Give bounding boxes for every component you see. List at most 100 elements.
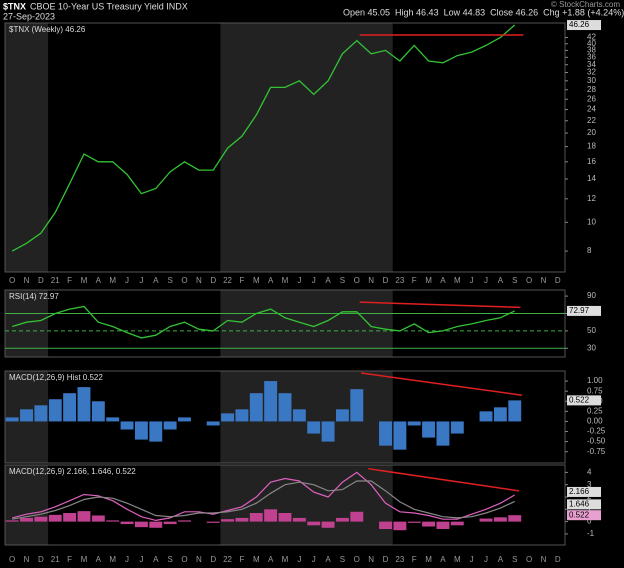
bar [206, 421, 220, 426]
histogram-bar [422, 521, 436, 527]
histogram-bar [235, 517, 249, 522]
x-tick-label: J [312, 555, 316, 564]
x-tick-label: N [541, 555, 547, 564]
date: 27-Sep-2023 [3, 11, 55, 21]
x-tick-label: M [109, 555, 116, 564]
x-tick-label: A [96, 276, 102, 285]
bar [422, 421, 436, 438]
histogram-bar [335, 517, 349, 522]
x-tick-label: J [139, 555, 143, 564]
x-tick-label: M [109, 276, 116, 285]
y-tick-label: 40 [587, 39, 596, 48]
x-tick-label: M [253, 276, 260, 285]
y-tick-label: 10 [587, 217, 596, 226]
x-tick-label: O [181, 276, 187, 285]
value-tag: 2.166 [569, 487, 590, 496]
x-tick-label: D [210, 555, 216, 564]
bar [221, 413, 235, 422]
histogram-bar [278, 513, 292, 522]
x-tick-label: A [325, 276, 331, 285]
bar [407, 421, 421, 426]
histogram-bar [106, 520, 120, 522]
x-tick-label: S [512, 276, 517, 285]
x-tick-label: 21 [51, 555, 60, 564]
bar [278, 393, 292, 422]
y-tick-label: 12 [587, 194, 596, 203]
x-tick-label: 23 [395, 555, 404, 564]
y-tick-label: -1 [587, 529, 595, 538]
year-shade [5, 290, 49, 357]
y-tick-label: 8 [587, 246, 592, 255]
y-tick-label: 0.75 [587, 386, 603, 395]
value-tag-box [567, 510, 601, 521]
panel-title: RSI(14) 72.97 [9, 292, 59, 301]
x-tick-label: M [282, 276, 289, 285]
x-tick-label: A [498, 555, 504, 564]
x-tick-label: A [325, 555, 331, 564]
x-tick-label: 22 [223, 276, 232, 285]
x-tick-label: N [24, 555, 30, 564]
value-tag-box [567, 499, 601, 510]
x-tick-label: N [541, 276, 547, 285]
x-tick-label: F [239, 555, 244, 564]
x-tick-label: N [368, 276, 374, 285]
panel-title: $TNX (Weekly) 46.26 [9, 25, 86, 34]
x-tick-label: D [383, 555, 389, 564]
histogram-bar [91, 515, 105, 522]
x-tick-label: M [253, 555, 260, 564]
x-tick-label: J [297, 555, 301, 564]
bar [321, 421, 335, 442]
x-tick-label: A [153, 276, 159, 285]
trendline [368, 467, 520, 492]
x-tick-label: 21 [51, 276, 60, 285]
bar [163, 421, 177, 430]
y-tick-label: 4 [587, 467, 592, 476]
x-tick-label: M [425, 555, 432, 564]
x-tick-label: O [9, 555, 15, 564]
x-tick-label: S [340, 555, 345, 564]
year-shade [220, 465, 393, 545]
x-tick-label: J [470, 276, 474, 285]
bar [34, 405, 48, 422]
trendline [359, 301, 521, 309]
bar [63, 393, 77, 422]
trendline [361, 372, 523, 396]
x-tick-label: J [484, 555, 488, 564]
bar [450, 421, 464, 434]
bar [379, 421, 392, 446]
bar [307, 421, 321, 434]
x-tick-label: A [440, 555, 446, 564]
x-tick-label: O [354, 555, 360, 564]
histogram-bar [149, 521, 163, 528]
x-tick-label: A [268, 555, 274, 564]
histogram-bar [163, 521, 177, 525]
histogram-bar [249, 513, 263, 522]
histogram-bar [379, 521, 392, 529]
histogram-bar [134, 521, 148, 528]
x-tick-label: M [454, 276, 461, 285]
symbol: $TNX [3, 1, 26, 11]
histogram-bar [20, 517, 33, 522]
x-tick-label: S [167, 555, 172, 564]
panel-title: MACD(12,26,9) 2.166, 1.646, 0.522 [9, 467, 136, 476]
y-tick-label: 3 [587, 480, 592, 489]
macd-line [12, 480, 515, 520]
x-tick-label: N [24, 276, 30, 285]
x-tick-label: J [139, 276, 143, 285]
y-tick-label: 30 [587, 76, 596, 85]
x-tick-label: O [526, 555, 532, 564]
bar [350, 389, 364, 422]
histogram-bar [436, 521, 450, 529]
y-tick-label: 0.00 [587, 417, 603, 426]
histogram-bar [350, 511, 364, 522]
histogram-bar [63, 513, 77, 522]
x-tick-label: O [9, 276, 15, 285]
x-tick-label: 22 [223, 555, 232, 564]
histogram-bar [178, 520, 191, 522]
data-line [12, 305, 515, 339]
x-tick-label: J [484, 276, 488, 285]
x-tick-label: A [153, 555, 159, 564]
panel-frame [4, 289, 566, 358]
y-tick-label: -0.50 [587, 437, 606, 446]
value-tag: 72.97 [569, 306, 590, 315]
